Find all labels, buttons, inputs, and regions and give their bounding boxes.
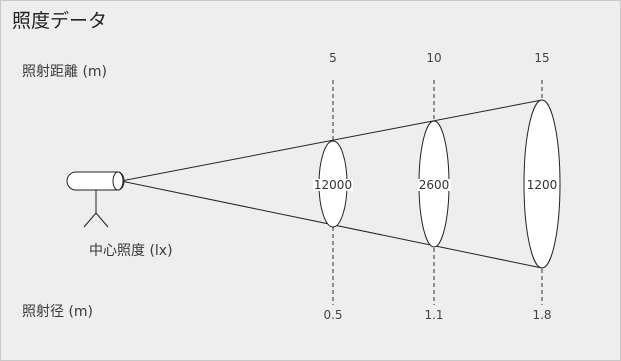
panel-title: 照度データ <box>12 10 108 32</box>
beam-upper-edge <box>120 99 543 182</box>
distance-value: 15 <box>534 51 550 65</box>
distance-value: 5 <box>329 51 337 65</box>
diameter-label: 照射径 (m) <box>22 304 94 320</box>
distance-label: 照射距離 (m) <box>22 64 108 80</box>
lux-value: 2600 <box>417 178 451 192</box>
distance-value: 10 <box>426 51 442 65</box>
diameter-value: 1.1 <box>424 308 444 322</box>
flashlight-icon <box>66 171 125 228</box>
lux-value: 12000 <box>312 178 354 192</box>
lux-value: 1200 <box>525 178 559 192</box>
center-lux-label: 中心照度 (lx) <box>89 243 173 259</box>
diameter-value: 0.5 <box>323 308 343 322</box>
diameter-value: 1.8 <box>532 308 552 322</box>
